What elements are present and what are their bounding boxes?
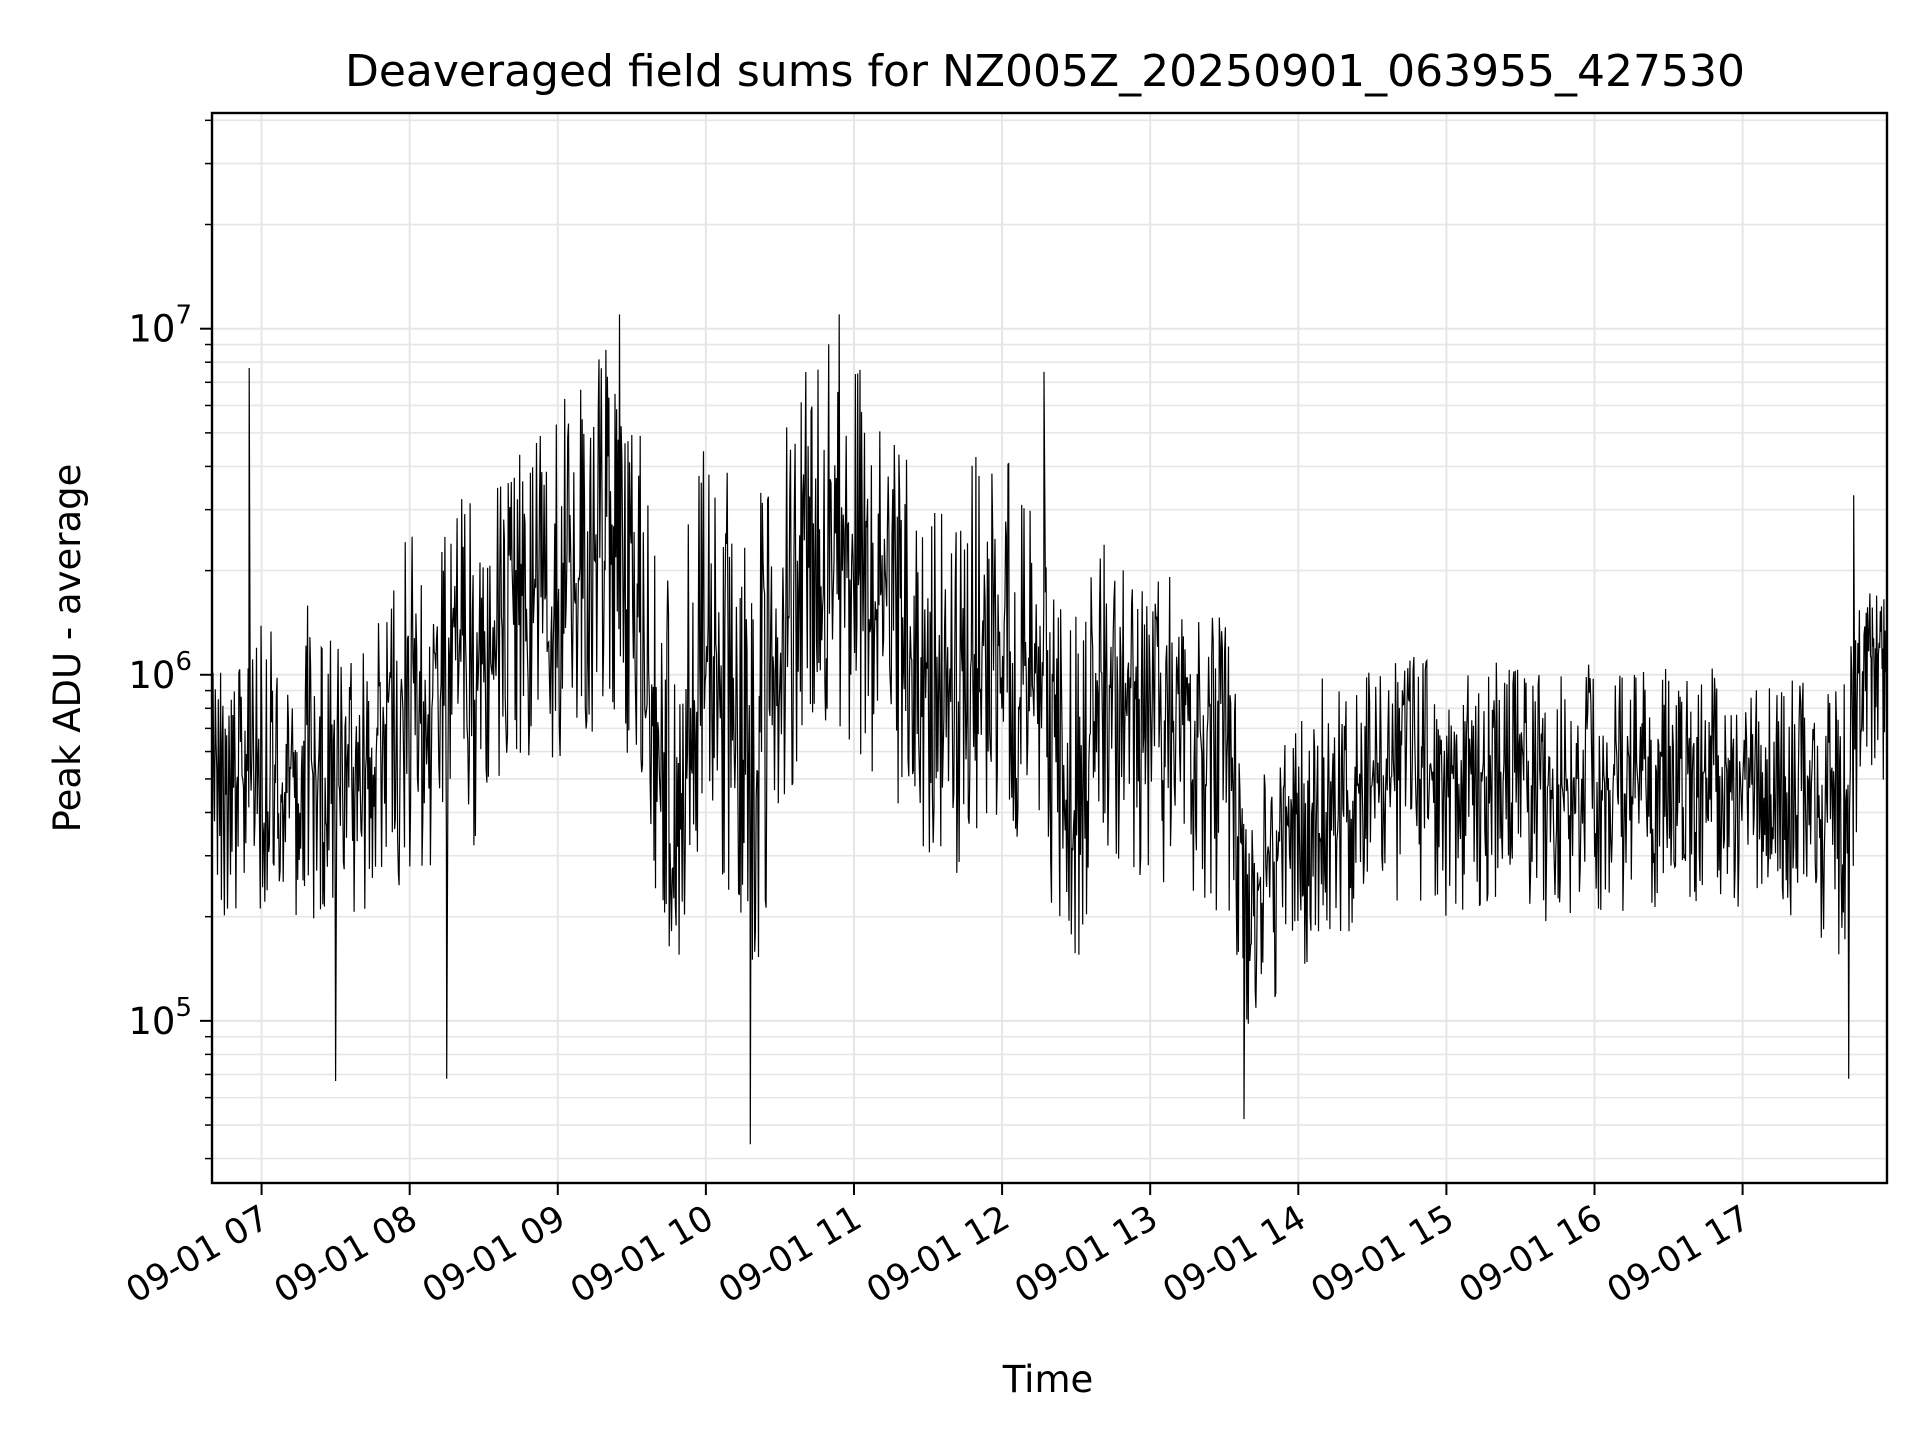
x-axis-label: Time — [1002, 1358, 1094, 1401]
chart-title: Deaveraged field sums for NZ005Z_2025090… — [345, 46, 1745, 97]
series-path — [211, 314, 1887, 1145]
y-tick-base: 10 — [128, 654, 175, 697]
y-tick-exponent: 6 — [175, 647, 192, 677]
y-tick-label: 105 — [128, 993, 192, 1043]
y-tick-exponent: 5 — [175, 993, 192, 1023]
y-axis-label: Peak ADU - average — [46, 464, 89, 833]
y-tick-base: 10 — [128, 308, 175, 351]
y-tick-base: 10 — [128, 1000, 175, 1043]
y-tick-label: 106 — [128, 647, 192, 697]
y-tick-exponent: 7 — [175, 301, 192, 331]
axes-frame — [210, 111, 1889, 1185]
series-line — [211, 314, 1887, 1145]
y-tick-label: 107 — [128, 301, 192, 351]
